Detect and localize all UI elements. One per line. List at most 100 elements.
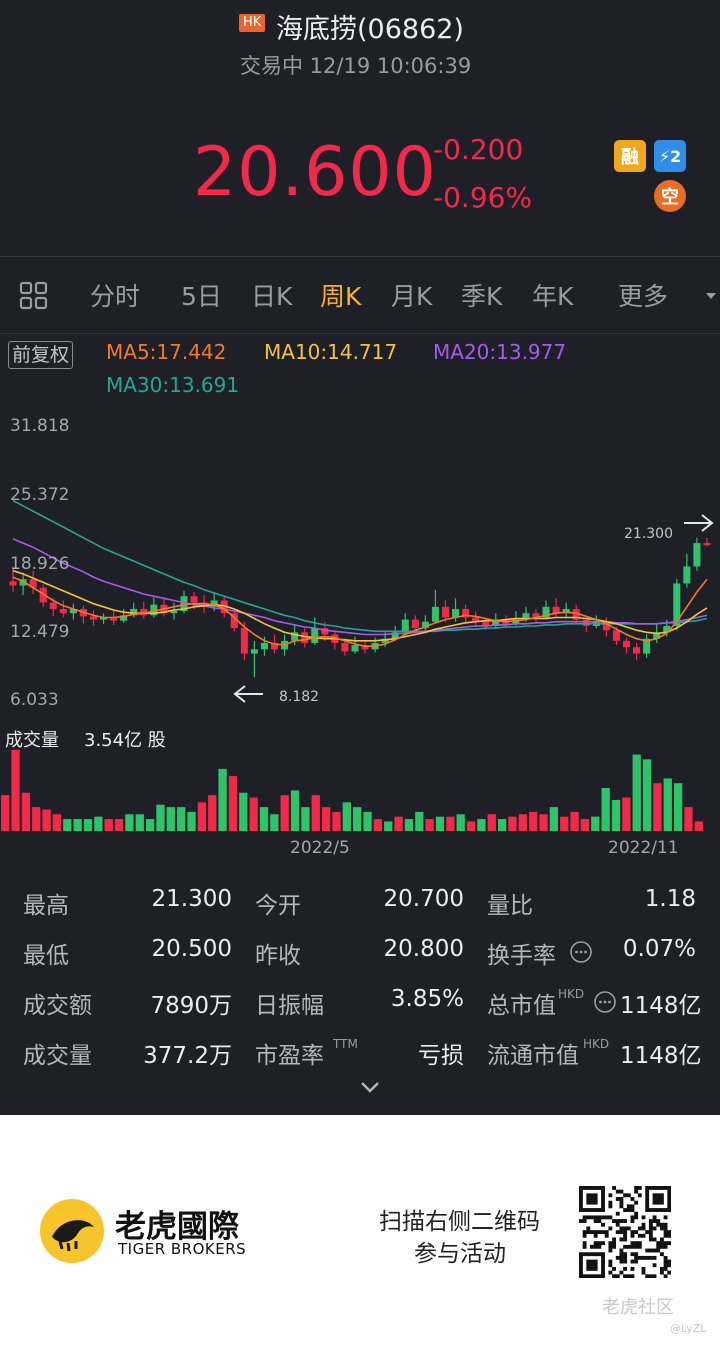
- qr-module: [667, 1197, 671, 1201]
- qr-module: [619, 1270, 624, 1275]
- stat-value-turnover: 7890万: [150, 993, 232, 1019]
- volume-bar: [353, 807, 362, 831]
- tab-quarterly-k[interactable]: 季K: [461, 282, 503, 311]
- tab-5day[interactable]: 5日: [181, 282, 222, 311]
- qr-module: [579, 1193, 583, 1198]
- volume-bar: [673, 783, 683, 831]
- tab-more[interactable]: 更多: [618, 282, 669, 311]
- tiger-logo-icon: [40, 1199, 104, 1263]
- qr-module: [634, 1244, 639, 1249]
- candle-body: [612, 630, 620, 641]
- qr-module: [608, 1215, 613, 1220]
- volume-bar: [259, 807, 269, 831]
- qr-module: [579, 1204, 583, 1209]
- candle-body: [381, 638, 389, 643]
- candle-body: [220, 600, 228, 614]
- qr-module: [659, 1208, 664, 1212]
- qr-module: [663, 1263, 668, 1268]
- candle-body: [673, 583, 681, 626]
- qr-module: [579, 1263, 583, 1268]
- more-info-icon[interactable]: [593, 990, 617, 1014]
- qr-module: [663, 1266, 668, 1271]
- qr-module: [615, 1197, 620, 1201]
- stat-value-volume: 377.2万: [143, 1043, 232, 1069]
- price-change: -0.200: [433, 133, 524, 166]
- qr-module: [645, 1204, 650, 1209]
- qr-module: [601, 1252, 605, 1257]
- volume-bar: [208, 795, 217, 831]
- short-icon[interactable]: 空: [654, 180, 686, 212]
- candle-body: [260, 642, 268, 650]
- volume-bar: [384, 821, 393, 831]
- qr-module: [656, 1208, 661, 1212]
- ma30-label: MA30:13.691: [106, 373, 240, 397]
- adjust-toggle[interactable]: 前复权: [8, 341, 74, 369]
- volume-bar: [529, 811, 538, 831]
- qr-module: [615, 1189, 620, 1194]
- candle-body: [69, 608, 77, 614]
- currency-sup: HKD: [558, 987, 585, 1001]
- volume-bar: [487, 814, 496, 831]
- qr-module: [652, 1226, 657, 1231]
- qr-module: [601, 1266, 605, 1271]
- volume-bar: [477, 819, 486, 831]
- volume-bar: [549, 807, 559, 831]
- volume-bar: [104, 819, 113, 831]
- y-tick-1: 31.818: [10, 416, 70, 436]
- caret-down-icon[interactable]: [705, 291, 717, 301]
- tab-daily-k[interactable]: 日K: [251, 282, 293, 311]
- candle-body: [482, 621, 490, 626]
- volume-bar: [684, 807, 693, 831]
- qr-module: [579, 1186, 583, 1190]
- qr-module: [634, 1255, 639, 1260]
- qr-module: [667, 1259, 671, 1264]
- qr-module: [623, 1266, 628, 1271]
- volume-bar: [114, 819, 124, 831]
- arrow-left-icon: [233, 685, 263, 703]
- stat-label-market-cap: 总市值: [487, 993, 556, 1019]
- volume-value: 3.54亿 股: [84, 730, 166, 751]
- qr-module: [601, 1208, 605, 1212]
- expand-chevron-icon[interactable]: [358, 1078, 382, 1096]
- qr-code[interactable]: [579, 1186, 671, 1278]
- qr-module: [645, 1189, 650, 1194]
- more-info-icon[interactable]: [569, 940, 593, 964]
- tab-monthly-k[interactable]: 月K: [391, 282, 433, 311]
- candle-body: [663, 625, 671, 633]
- ma10-label: MA10:14.717: [264, 340, 398, 364]
- trading-status: 交易中 12/19 10:06:39: [240, 54, 472, 78]
- candle-body: [602, 621, 610, 631]
- qr-module: [634, 1189, 639, 1194]
- qr-module: [623, 1244, 628, 1249]
- qr-module: [652, 1200, 657, 1205]
- qr-module: [630, 1259, 635, 1264]
- volume-bar: [290, 790, 300, 831]
- candle-body: [522, 613, 530, 620]
- tab-weekly-k[interactable]: 周K: [320, 282, 362, 311]
- qr-module: [597, 1215, 602, 1220]
- qr-module: [608, 1200, 613, 1205]
- grid-menu-icon[interactable]: [19, 281, 49, 311]
- level2-icon[interactable]: ⚡2: [654, 140, 686, 172]
- qr-module: [634, 1215, 639, 1220]
- volume-bar: [363, 811, 372, 831]
- qr-module: [634, 1211, 639, 1216]
- qr-module: [626, 1204, 631, 1209]
- stat-value-pe: 亏损: [418, 1043, 464, 1069]
- qr-module: [645, 1208, 650, 1212]
- qr-module: [601, 1274, 605, 1278]
- tab-yearly-k[interactable]: 年K: [532, 282, 574, 311]
- kline-chart[interactable]: [0, 405, 720, 860]
- tab-intraday[interactable]: 分时: [90, 282, 141, 311]
- qr-module: [604, 1233, 609, 1238]
- volume-bar: [373, 819, 383, 831]
- stat-value-market-cap: 1148亿: [620, 993, 702, 1019]
- margin-icon[interactable]: 融: [614, 140, 646, 172]
- candle-body: [683, 566, 691, 584]
- qr-module: [619, 1200, 624, 1205]
- qr-module: [630, 1244, 635, 1249]
- qr-module: [612, 1241, 616, 1246]
- volume-bar: [466, 821, 476, 831]
- qr-module: [659, 1226, 664, 1231]
- qr-module: [630, 1215, 635, 1220]
